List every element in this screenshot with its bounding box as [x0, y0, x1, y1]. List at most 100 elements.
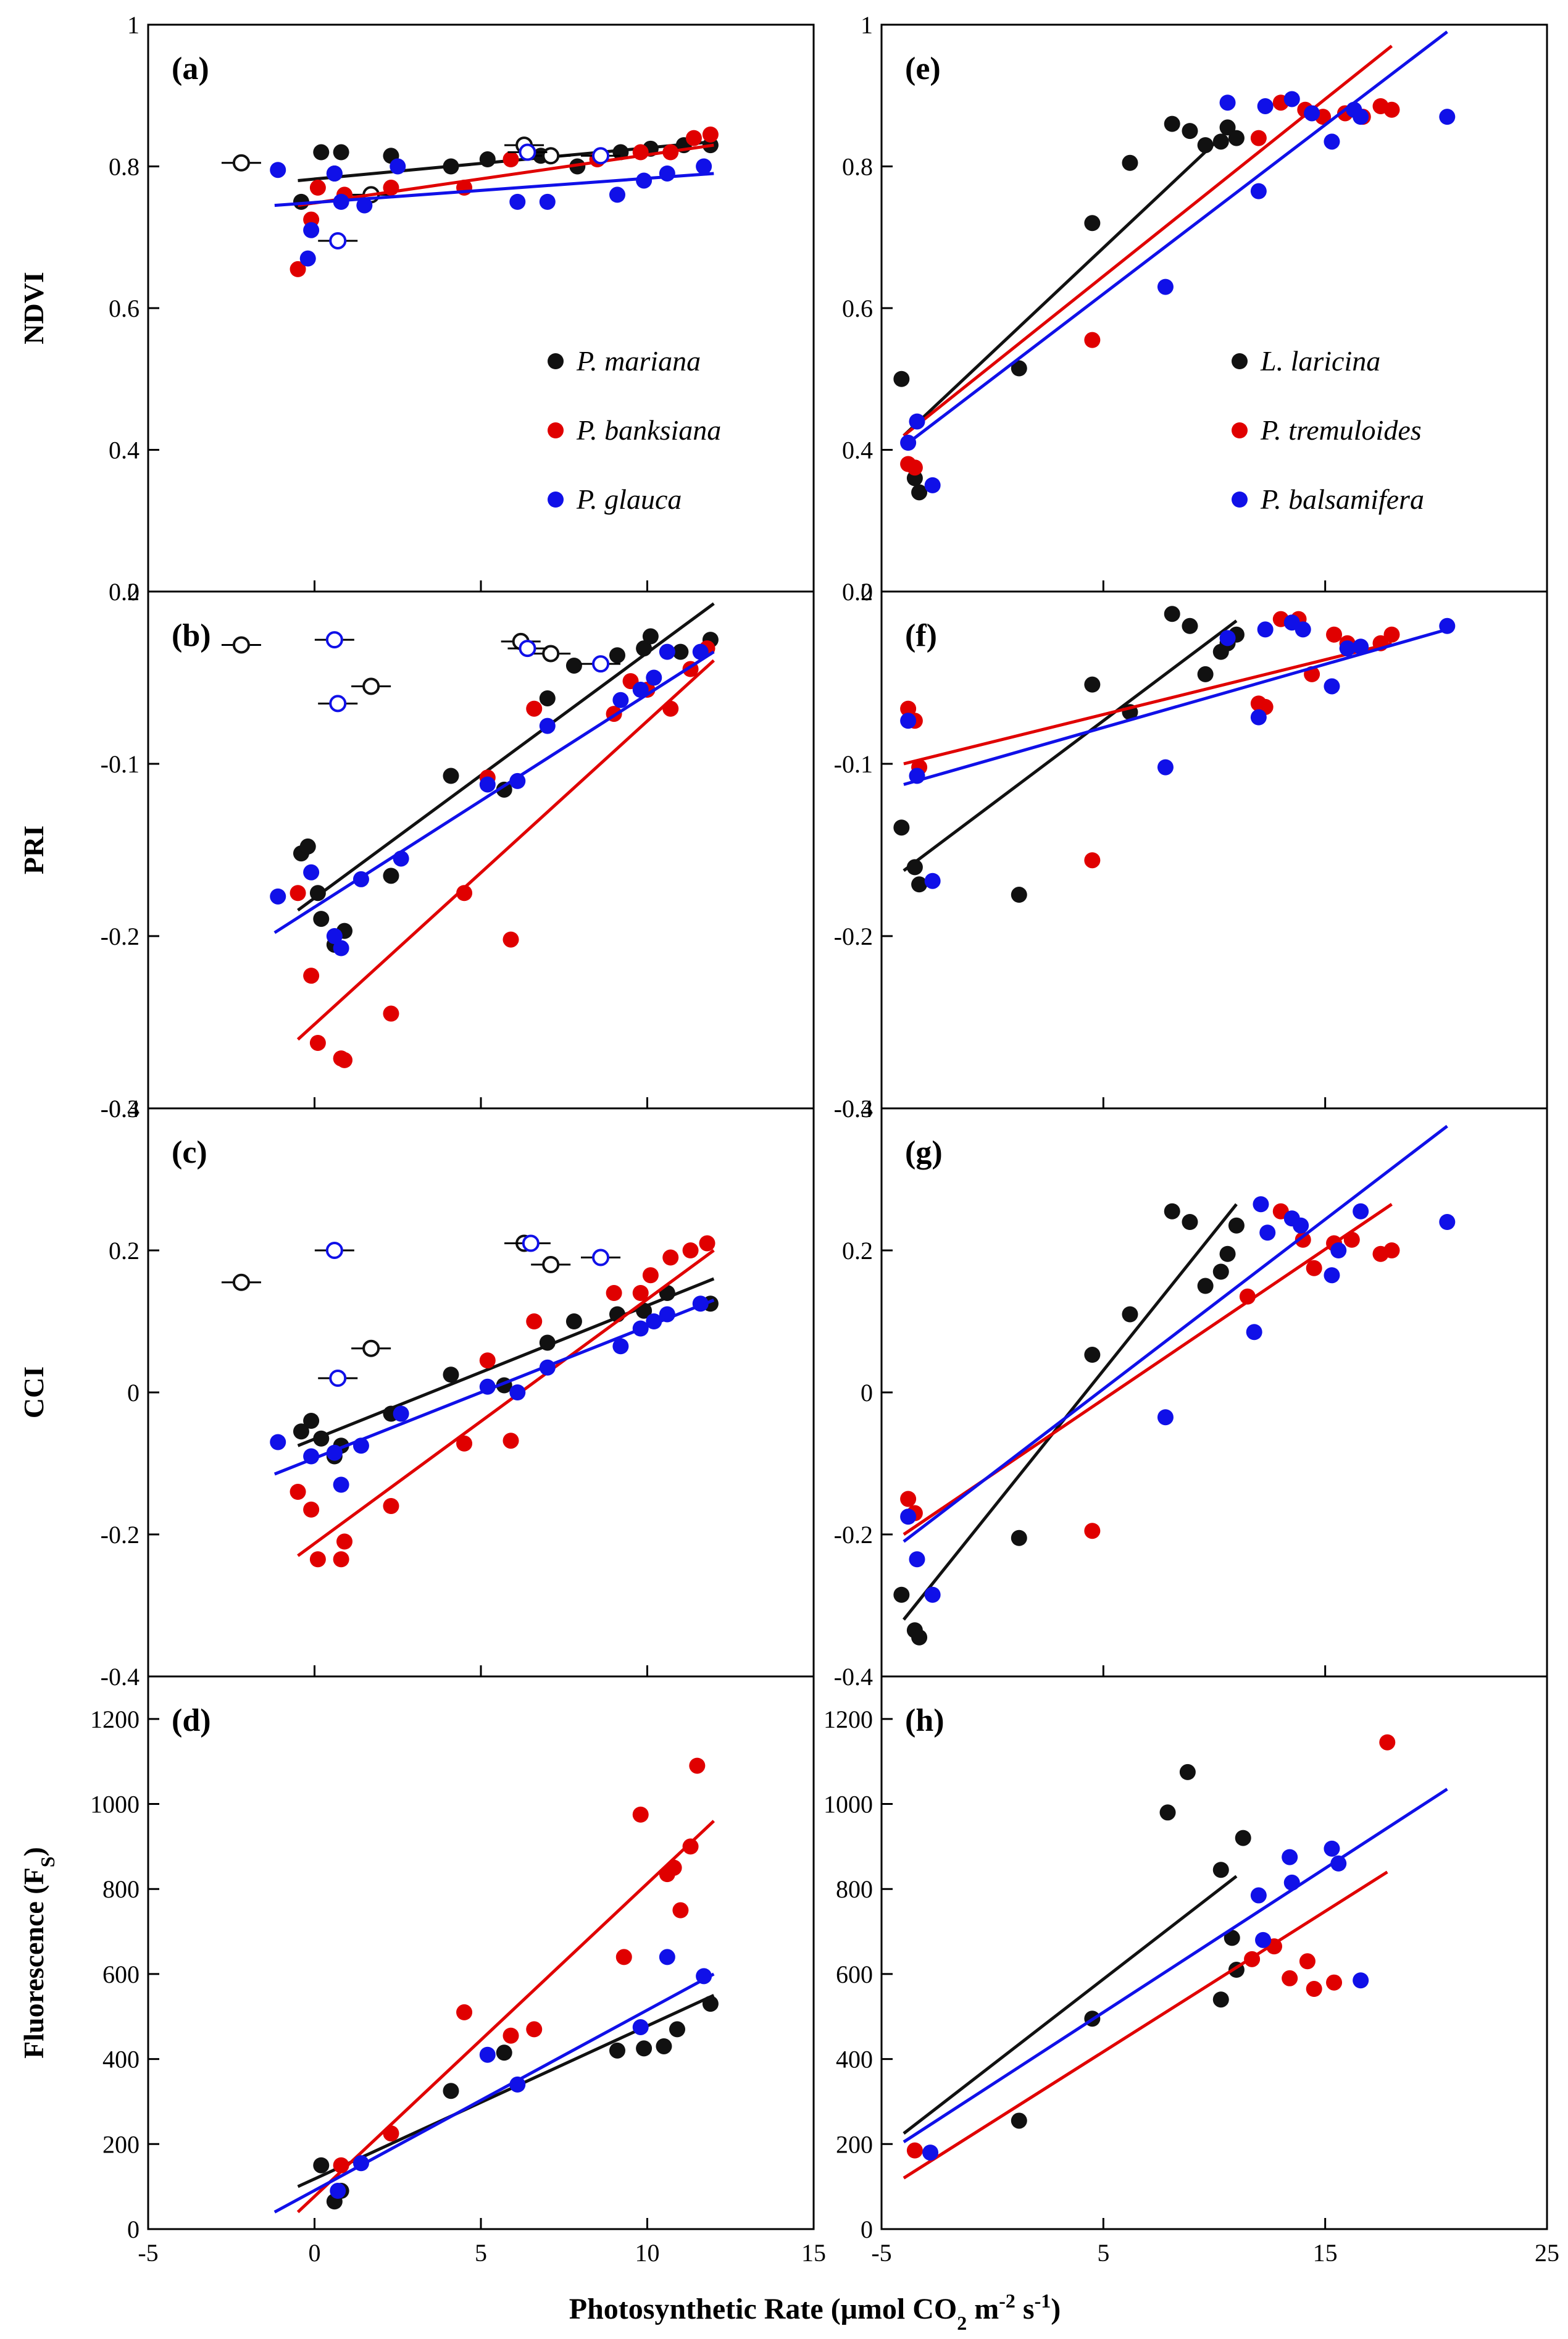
data-point	[692, 643, 709, 660]
data-point	[1219, 119, 1236, 136]
data-point	[615, 1949, 632, 1965]
data-point	[356, 197, 373, 214]
data-point	[303, 968, 320, 984]
y-tick-label: 1200	[90, 1705, 140, 1733]
regression-line	[903, 642, 1393, 766]
regression-line	[273, 1972, 715, 2214]
data-point	[313, 2157, 330, 2174]
data-point	[612, 1338, 629, 1355]
data-point	[1084, 215, 1101, 232]
y-tick-label: 0	[127, 2216, 140, 2243]
data-point	[632, 2019, 649, 2035]
data-point	[1122, 154, 1138, 171]
x-tick-label: 5	[1097, 2239, 1109, 2267]
data-point	[1339, 640, 1356, 657]
legend-marker	[548, 492, 564, 508]
data-point	[443, 1366, 459, 1383]
panel-label: (h)	[905, 1703, 945, 1738]
data-point	[911, 876, 928, 893]
data-point	[326, 1444, 343, 1461]
data-point	[1011, 2112, 1027, 2129]
plot-frame	[880, 1107, 1548, 1678]
data-point	[1212, 133, 1229, 150]
data-point	[1246, 1324, 1262, 1341]
data-point	[270, 1434, 286, 1450]
data-point	[509, 1384, 526, 1400]
data-point	[509, 772, 526, 789]
outlier-point	[542, 1256, 560, 1273]
data-point	[1282, 1970, 1298, 1986]
x-tick-label: -5	[138, 2239, 158, 2267]
y-tick-label: 200	[102, 2130, 140, 2158]
data-point	[313, 1430, 330, 1447]
data-point	[1326, 626, 1343, 643]
data-point	[1330, 1242, 1347, 1258]
data-point	[612, 692, 629, 708]
data-point	[333, 940, 349, 956]
data-point	[456, 1435, 473, 1452]
data-point	[303, 1448, 320, 1465]
data-point	[1306, 1981, 1322, 1998]
legend-label: L. laricina	[1260, 345, 1380, 377]
data-point	[509, 193, 526, 210]
data-point	[333, 2157, 349, 2174]
data-point	[336, 1533, 353, 1550]
data-point	[509, 2076, 526, 2093]
data-point	[1353, 1203, 1369, 1220]
legend-marker	[1232, 353, 1248, 369]
y-tick-label: -0.4	[101, 1663, 140, 1691]
data-point	[1084, 1523, 1101, 1539]
data-point	[1122, 1306, 1138, 1323]
data-point	[1353, 109, 1369, 125]
data-point	[1179, 1764, 1196, 1780]
data-point	[539, 1359, 556, 1376]
data-point	[1353, 1972, 1369, 1989]
data-point	[293, 1423, 309, 1440]
y-tick-label: 600	[836, 1960, 873, 1988]
data-point	[1084, 1347, 1101, 1363]
data-point	[692, 1295, 709, 1312]
data-point	[496, 2044, 512, 2061]
legend-marker	[548, 422, 564, 438]
data-point	[352, 871, 369, 887]
y-tick-label: -0.2	[834, 1521, 873, 1549]
data-point	[503, 931, 519, 948]
data-point	[565, 657, 582, 674]
data-point	[1239, 1288, 1256, 1305]
data-point	[479, 151, 496, 168]
data-point	[539, 718, 556, 734]
y-tick-label: 0.8	[109, 153, 140, 181]
data-point	[1212, 1862, 1229, 1878]
y-tick-label: 0.2	[109, 1237, 140, 1265]
series-p-glauca	[270, 631, 715, 956]
data-point	[636, 2040, 653, 2057]
data-point	[609, 647, 625, 664]
y-tick-label: 1000	[90, 1791, 140, 1818]
panel-g: -0.4 -0.2 0 0.2 0.4 (g)	[834, 1095, 1548, 1691]
outlier-point	[519, 640, 536, 658]
data-point	[1324, 1840, 1340, 1857]
data-point	[309, 179, 326, 196]
data-point	[911, 484, 928, 501]
y-tick-label: 0.6	[842, 295, 873, 322]
data-point	[632, 144, 649, 161]
x-tick-label: 0	[309, 2239, 321, 2267]
data-point	[642, 1267, 659, 1284]
data-point	[1324, 1267, 1340, 1284]
outlier-point	[519, 143, 536, 161]
data-point	[333, 193, 349, 210]
series-p-balsamifera	[903, 1788, 1448, 2161]
data-point	[900, 700, 917, 717]
data-point	[290, 885, 306, 902]
data-point	[1255, 1931, 1272, 1948]
series-p-banksiana	[290, 640, 715, 1068]
data-point	[636, 172, 653, 189]
data-point	[906, 859, 923, 876]
x-tick-label: 5	[475, 2239, 487, 2267]
panel-label: (g)	[905, 1135, 943, 1170]
y-axis-label: PRI	[18, 826, 49, 874]
data-point	[696, 1968, 712, 1985]
series-p-glauca	[273, 1949, 715, 2214]
data-point	[1197, 137, 1214, 154]
data-point	[270, 888, 286, 905]
